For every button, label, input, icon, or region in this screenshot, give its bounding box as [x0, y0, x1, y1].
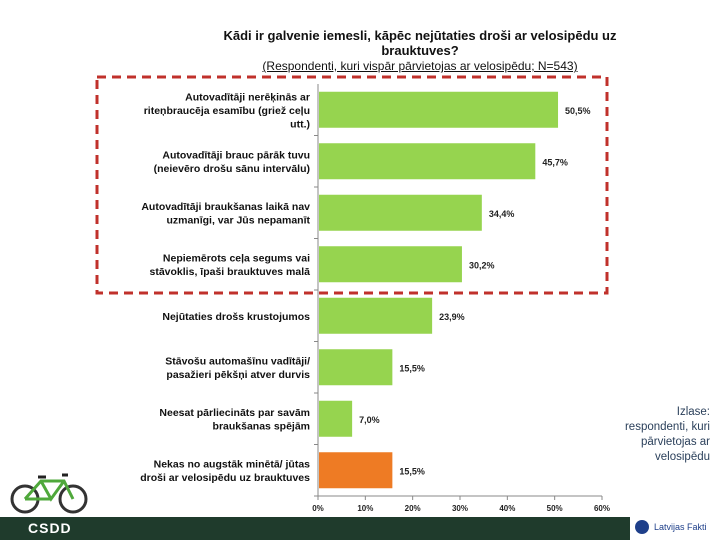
sample-note: Izlase: respondenti, kuri pārvietojas ar…: [624, 406, 710, 463]
bar-value-label: 45,7%: [542, 157, 568, 167]
title-line-2: brauktuves?: [381, 43, 459, 58]
bar-value-label: 23,9%: [439, 312, 465, 322]
category-label: uzmanīgi, var Jūs nepamanīt: [166, 215, 310, 227]
x-tick-label: 30%: [452, 504, 468, 513]
x-tick-label: 60%: [594, 504, 610, 513]
bicycle-icon: [10, 473, 88, 514]
latvijas-fakti-logo: Latvijas Fakti: [630, 516, 720, 540]
category-label: Autovadītāji brauc pārāk tuvu: [162, 150, 310, 162]
category-label: droši ar velosipēdu uz brauktuves: [140, 472, 310, 484]
bar-value-label: 34,4%: [489, 209, 515, 219]
bar: [319, 91, 559, 128]
x-tick-label: 40%: [499, 504, 515, 513]
category-label: Neesat pārliecināts par savām: [159, 407, 310, 419]
category-label: (neievēro drošu sānu intervālu): [154, 163, 310, 175]
category-label: Autovadītāji nerēķinās ar: [185, 91, 310, 103]
category-label: riteņbraucēja esamību (griež ceļu: [144, 105, 310, 117]
x-tick-label: 20%: [405, 504, 421, 513]
bar-value-label: 7,0%: [359, 415, 380, 425]
bar-value-label: 30,2%: [469, 260, 495, 270]
bar: [319, 400, 353, 437]
bar: [319, 246, 462, 283]
bar: [319, 297, 433, 334]
category-label: utt.): [290, 118, 310, 130]
footer-bar: [0, 517, 720, 540]
bar-value-label: 50,5%: [565, 106, 591, 116]
bar-value-label: 15,5%: [399, 363, 425, 373]
category-label: Autovadītāji braukšanas laikā nav: [141, 201, 310, 213]
latvijas-fakti-label: Latvijas Fakti: [654, 522, 707, 532]
category-label: Nekas no augstāk minētā/ jūtas: [154, 459, 311, 471]
bar: [319, 452, 393, 489]
x-tick-label: 0%: [312, 504, 324, 513]
csdd-logo: CSDD: [28, 520, 72, 536]
chart-title: Kādi ir galvenie iemesli, kāpēc nejūtati…: [200, 28, 640, 58]
category-label: Nepiemērots ceļa segums vai: [163, 253, 310, 265]
bar-value-label: 15,5%: [399, 466, 425, 476]
x-tick-label: 10%: [357, 504, 373, 513]
dashed-highlight-box: [95, 75, 609, 295]
category-label: Nejūtaties drošs krustojumos: [162, 311, 310, 323]
category-label: braukšanas spējām: [213, 421, 310, 433]
bar: [319, 194, 482, 231]
chart-subtitle: (Respondenti, kuri vispār pārvietojas ar…: [262, 59, 578, 73]
latvijas-fakti-icon: [635, 520, 649, 534]
category-label: stāvoklis, īpaši brauktuves malā: [150, 266, 311, 278]
bar: [319, 143, 536, 180]
x-tick-label: 50%: [547, 504, 563, 513]
category-label: pasažieri pēkšņi atver durvis: [166, 369, 310, 381]
bar: [319, 349, 393, 386]
category-label: Stāvošu automašīnu vadītāji/: [165, 356, 310, 368]
title-line-1: Kādi ir galvenie iemesli, kāpēc nejūtati…: [223, 28, 617, 43]
